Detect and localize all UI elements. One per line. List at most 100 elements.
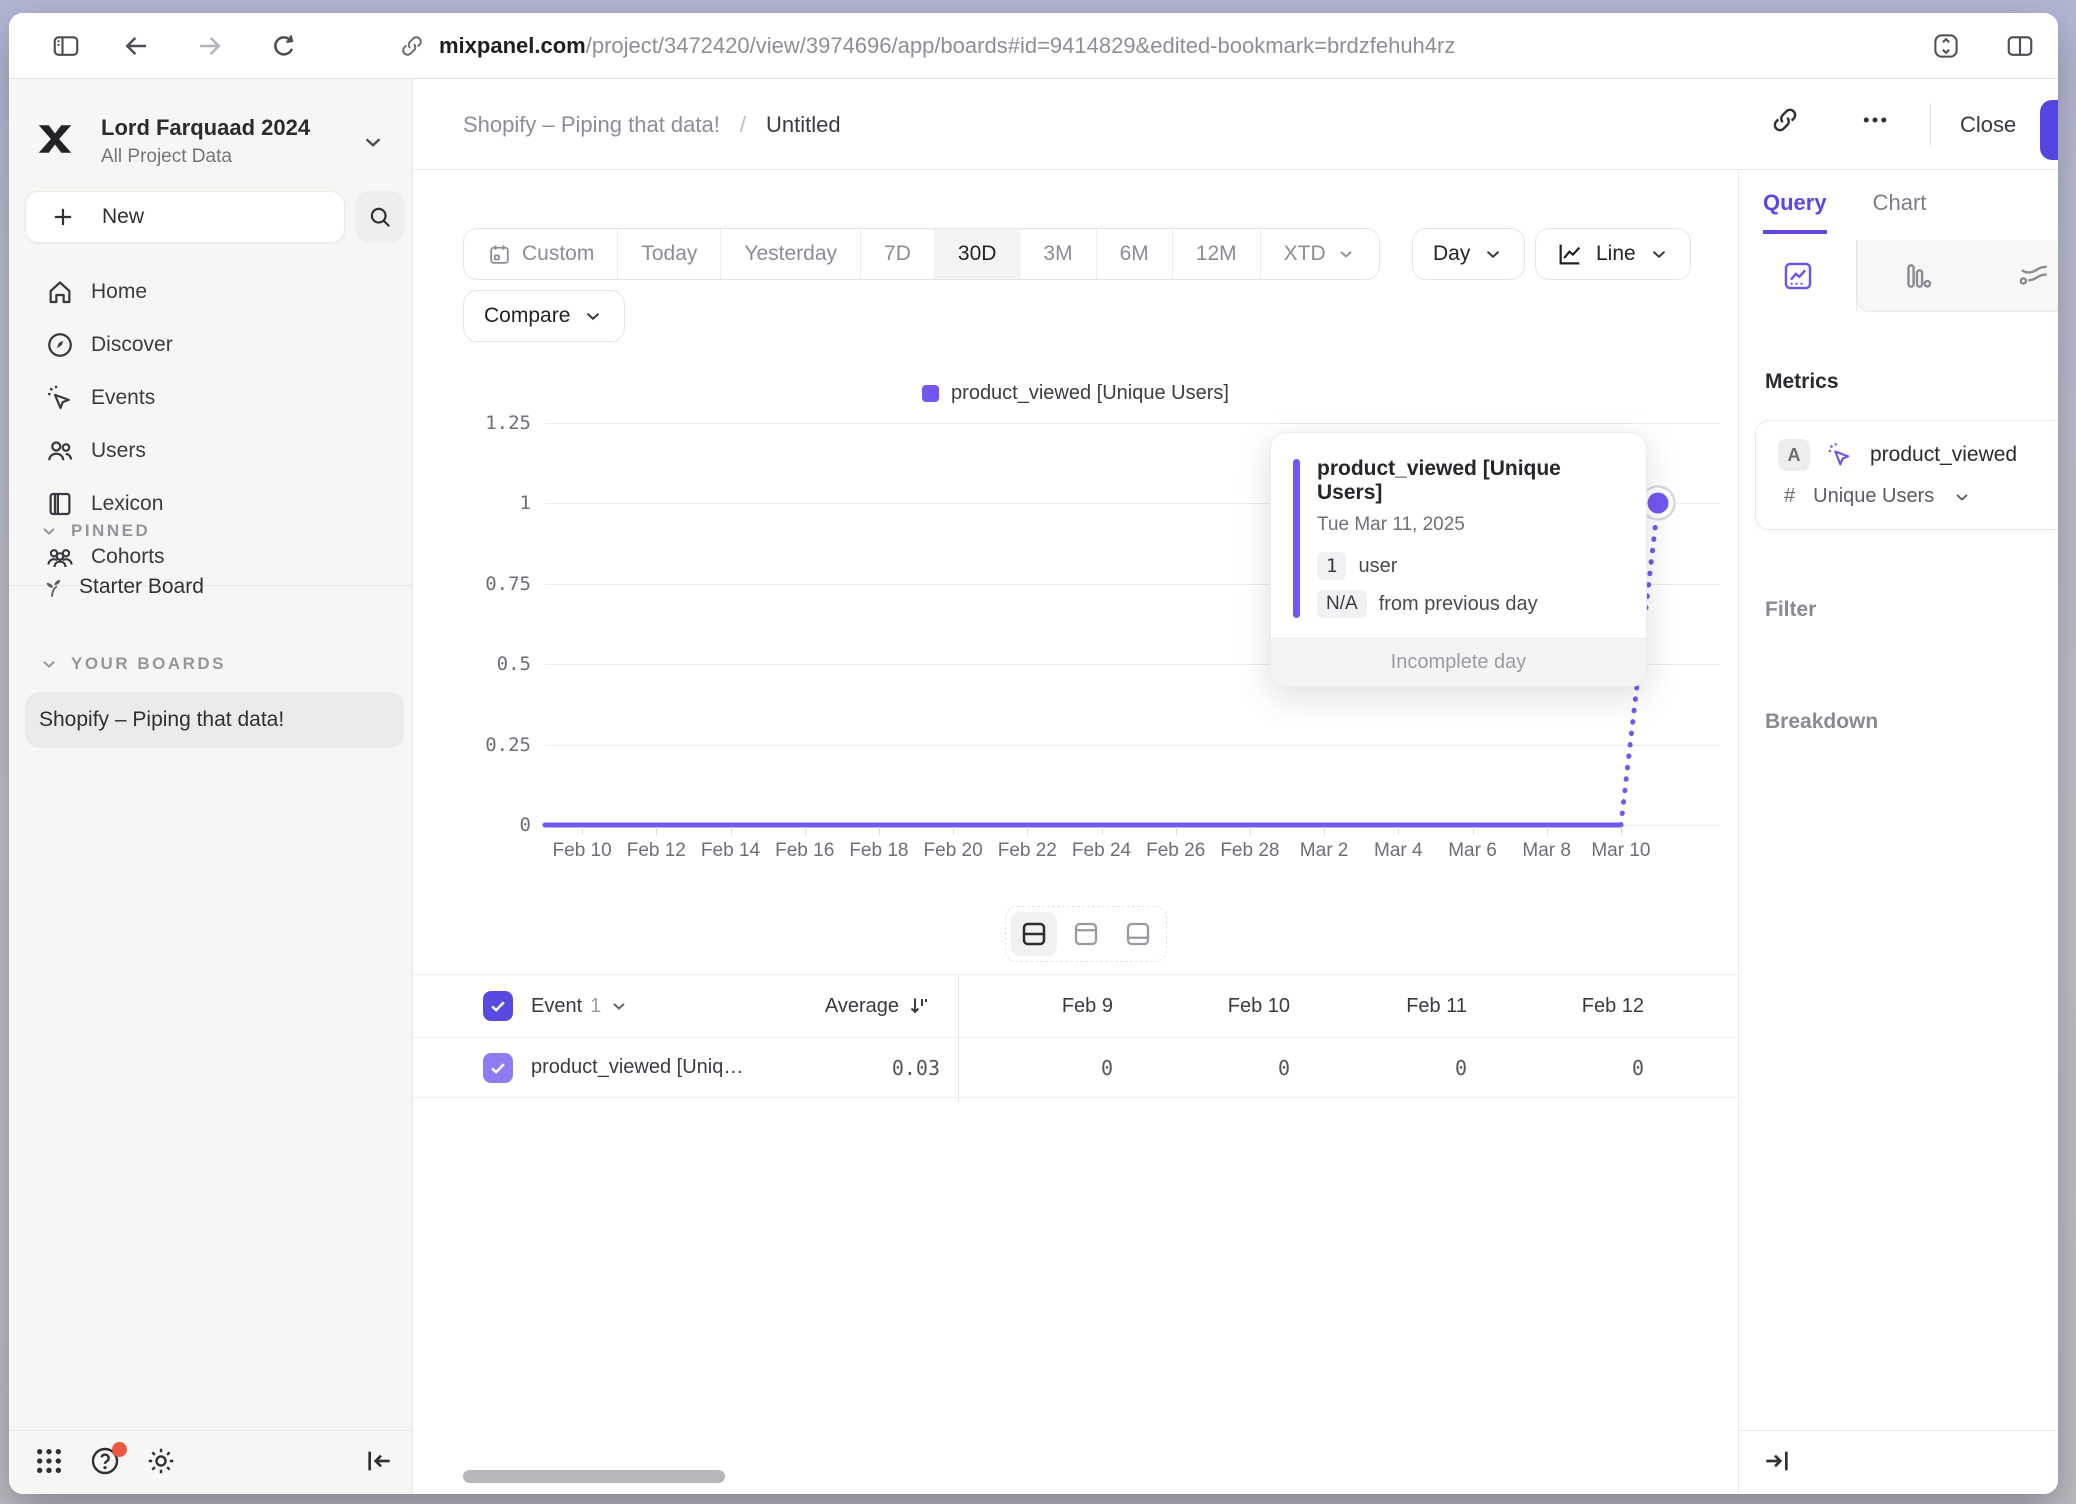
tooltip-date: Tue Mar 11, 2025 — [1317, 514, 1465, 535]
sidebar-item-discover[interactable]: Discover — [9, 318, 412, 371]
collapse-sidebar-icon[interactable] — [363, 1445, 399, 1481]
reload-button-icon[interactable] — [265, 27, 303, 65]
average-column-header[interactable]: Average — [703, 975, 931, 1037]
legend-label: product_viewed [Unique Users] — [951, 382, 1229, 404]
filter-heading[interactable]: Filter — [1765, 598, 1817, 621]
range-yesterday[interactable]: Yesterday — [721, 229, 862, 279]
date-column-header[interactable]: Feb 9 — [1061, 994, 1113, 1017]
range-30d[interactable]: 30D — [934, 229, 1021, 279]
x-axis-label: Mar 4 — [1374, 840, 1423, 861]
settings-gear-icon[interactable] — [145, 1445, 181, 1481]
users-icon — [45, 436, 75, 466]
save-button-partial[interactable] — [2040, 100, 2058, 160]
sidebar-item-lexicon[interactable]: Lexicon — [9, 477, 412, 530]
tooltip-title: product_viewed [Unique Users] — [1317, 457, 1561, 504]
x-axis-tick — [730, 827, 732, 835]
your-boards-section-header[interactable]: YOUR BOARDS — [39, 654, 226, 674]
close-button[interactable]: Close — [1960, 111, 2017, 137]
tab-chart[interactable]: Chart — [1872, 190, 1927, 215]
x-axis-label: Feb 18 — [849, 840, 909, 861]
breadcrumb-board[interactable]: Shopify – Piping that data! — [463, 111, 720, 137]
event-column-header[interactable]: Event 1 — [531, 975, 629, 1037]
browser-window: mixpanel.com/project/3472420/view/397469… — [9, 13, 2058, 1494]
layout-chart-top-icon[interactable] — [1063, 912, 1109, 956]
x-axis-label: Feb 20 — [923, 840, 983, 861]
compare-button[interactable]: Compare — [463, 290, 626, 342]
range-12m[interactable]: 12M — [1173, 229, 1261, 279]
breadcrumb-page-title[interactable]: Untitled — [765, 111, 841, 137]
range-label: Yesterday — [744, 242, 838, 265]
your-boards-label: YOUR BOARDS — [71, 654, 227, 673]
breakdown-heading[interactable]: Breakdown — [1765, 710, 1879, 733]
x-axis-tick — [1620, 827, 1622, 835]
help-icon[interactable] — [89, 1442, 127, 1481]
pinned-board-item[interactable]: Starter Board — [25, 559, 404, 615]
project-switcher[interactable]: Lord Farquaad 2024 All Project Data — [35, 115, 394, 177]
browser-sidebar-toggle-icon[interactable] — [47, 27, 85, 65]
page-settings-icon[interactable] — [1927, 27, 1965, 65]
tooltip-unit: user — [1358, 554, 1398, 577]
y-axis-label: 0.75 — [485, 572, 531, 595]
chart-type-dropdown[interactable]: Line — [1535, 228, 1691, 280]
layout-chart-bottom-icon[interactable] — [1115, 912, 1161, 956]
new-button-label: New — [102, 205, 145, 228]
chart-type-funnel-tab[interactable] — [1975, 240, 2058, 312]
x-axis-label: Feb 10 — [552, 840, 612, 861]
tooltip-series-bar — [1293, 459, 1300, 618]
chevron-down-icon — [1487, 250, 1500, 259]
discover-icon — [45, 330, 75, 360]
url-link-icon — [402, 36, 422, 56]
board-item[interactable]: Shopify – Piping that data! — [25, 692, 404, 748]
chart-type-bar-tab[interactable] — [1857, 240, 1975, 312]
chevron-down-icon — [43, 661, 55, 668]
url-text[interactable]: mixpanel.com/project/3472420/view/397469… — [439, 33, 1455, 59]
x-axis-label: Feb 14 — [700, 840, 761, 861]
range-xtd[interactable]: XTD — [1261, 229, 1379, 279]
table-row[interactable]: product_viewed [Uniq… 0.03 0 0 0 0 — [413, 1038, 1738, 1098]
range-label: 30D — [957, 242, 997, 265]
line-chart-icon — [1784, 262, 1811, 290]
chart-legend[interactable]: product_viewed [Unique Users] — [413, 382, 1738, 405]
expand-panel-icon[interactable] — [1761, 1445, 1797, 1481]
range-6m[interactable]: 6M — [1097, 229, 1173, 279]
metric-aggregation-dropdown[interactable]: # Unique Users — [1784, 485, 1972, 508]
range-3m[interactable]: 3M — [1020, 229, 1097, 279]
split-view-icon[interactable] — [2001, 27, 2039, 65]
sidebar-item-home[interactable]: Home — [9, 265, 412, 318]
compare-label: Compare — [484, 304, 571, 327]
new-button[interactable]: New — [25, 191, 345, 243]
panel-bottom-bar — [1739, 1430, 2058, 1494]
more-options-icon[interactable] — [1860, 105, 1898, 143]
cell-value: 0 — [1277, 1055, 1290, 1080]
pinned-section-header[interactable]: PINNED — [39, 521, 150, 541]
sidebar-item-label: Cohorts — [91, 544, 165, 568]
apps-grid-icon[interactable] — [33, 1445, 69, 1481]
range-custom[interactable]: Custom — [464, 229, 619, 279]
sidebar-nav: Home Discover Events Users Lexicon Cohorts — [9, 265, 412, 583]
sidebar-item-events[interactable]: Events — [9, 371, 412, 424]
forward-button-icon[interactable] — [191, 27, 229, 65]
sidebar-item-cohorts[interactable]: Cohorts — [9, 530, 412, 583]
date-column-header[interactable]: Feb 12 — [1581, 994, 1644, 1017]
copy-link-icon[interactable] — [1770, 105, 1808, 143]
date-column-header[interactable]: Feb 11 — [1406, 994, 1467, 1017]
layout-split-horizontal-icon[interactable] — [1011, 912, 1057, 956]
row-checkbox[interactable] — [483, 1052, 513, 1083]
sidebar-item-label: Lexicon — [91, 491, 164, 515]
back-button-icon[interactable] — [117, 27, 155, 65]
tab-query[interactable]: Query — [1763, 190, 1827, 234]
chart-type-line-tab[interactable] — [1739, 240, 1857, 312]
browser-toolbar: mixpanel.com/project/3472420/view/397469… — [9, 13, 2058, 79]
horizontal-scrollbar[interactable] — [463, 1470, 725, 1483]
granularity-dropdown[interactable]: Day — [1412, 228, 1526, 280]
check-icon — [491, 1062, 505, 1074]
range-7d[interactable]: 7D — [861, 229, 935, 279]
date-column-header[interactable]: Feb 10 — [1227, 994, 1290, 1017]
metric-card[interactable]: A product_viewed # Unique Users — [1755, 420, 2058, 530]
project-scope: All Project Data — [101, 146, 232, 167]
y-axis-label: 0.5 — [496, 653, 531, 675]
range-today[interactable]: Today — [618, 229, 722, 279]
sidebar-item-users[interactable]: Users — [9, 424, 412, 477]
select-all-checkbox[interactable] — [483, 991, 513, 1021]
search-button[interactable] — [355, 191, 405, 243]
